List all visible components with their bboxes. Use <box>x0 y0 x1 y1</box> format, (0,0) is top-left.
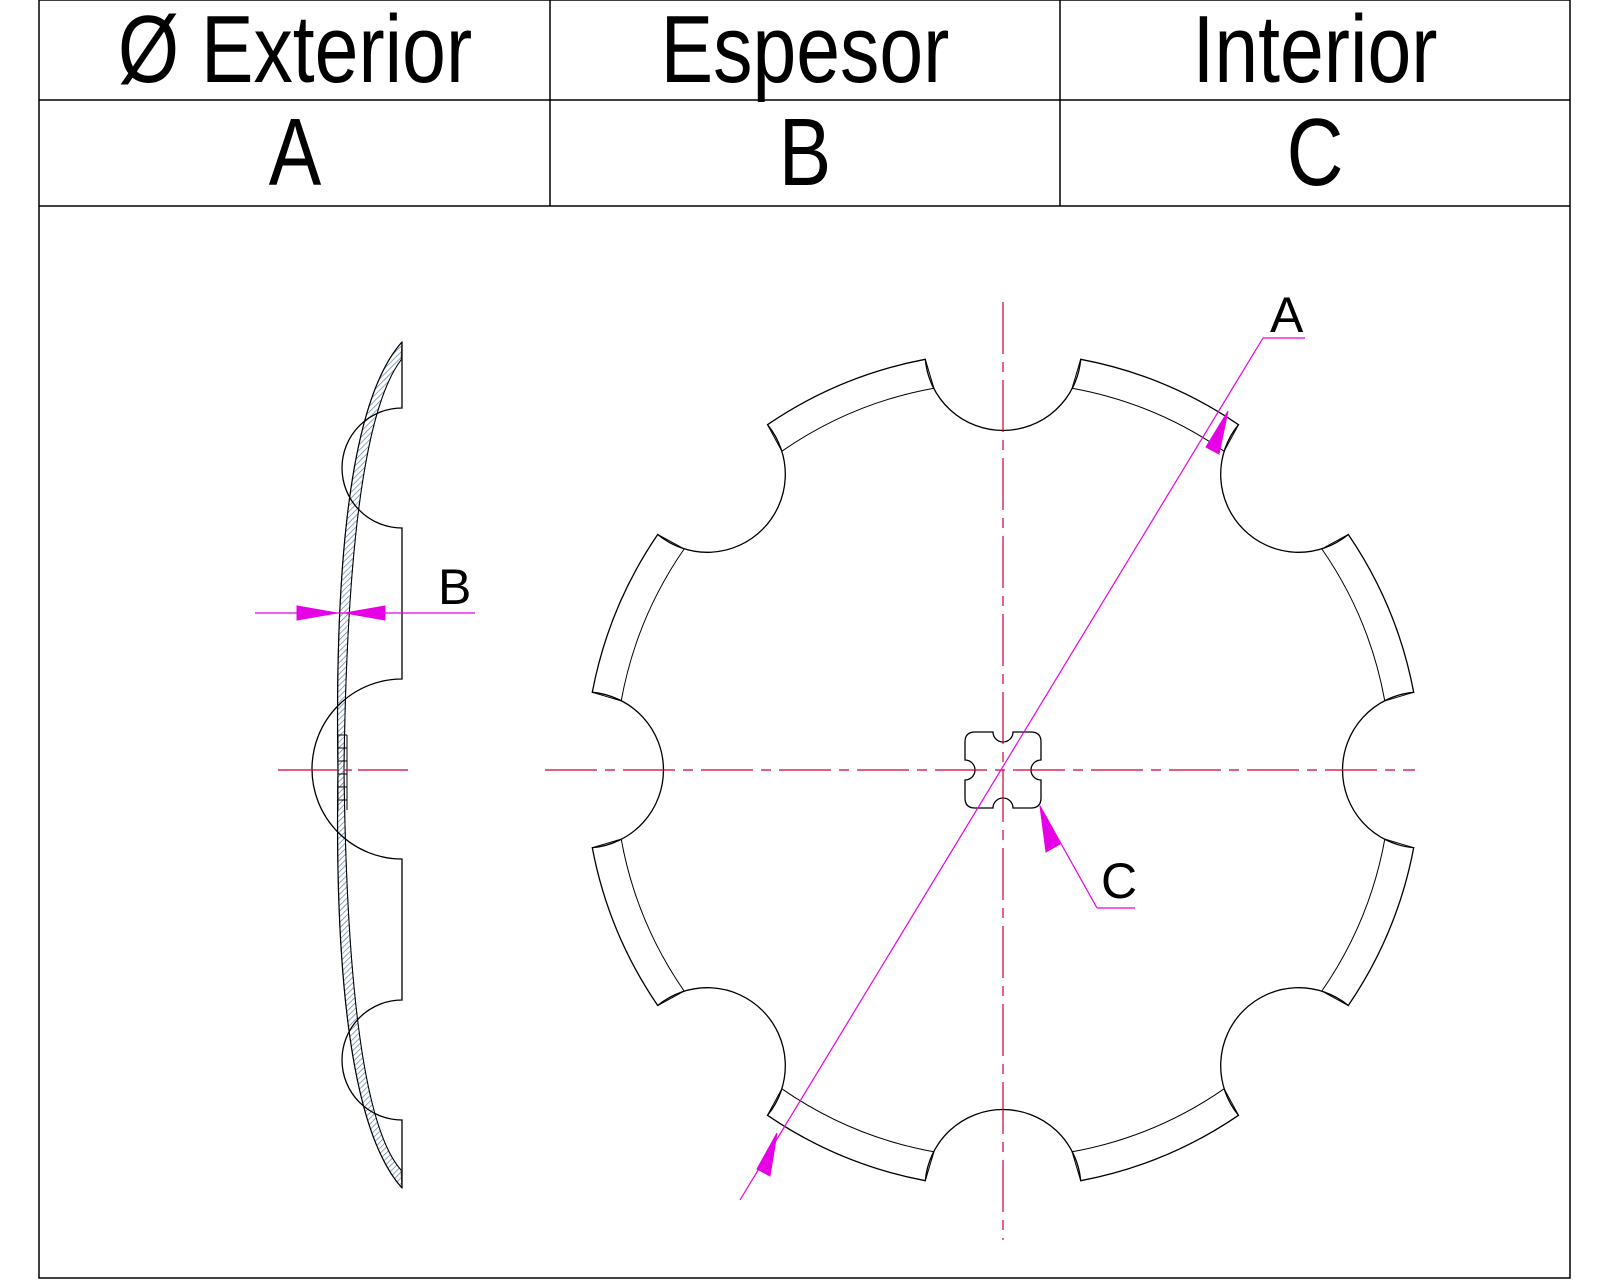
label-c: C <box>1101 853 1137 909</box>
bevel-arc <box>620 548 685 701</box>
bevel-tick <box>1321 534 1349 550</box>
bevel-arc <box>1072 1088 1225 1153</box>
header-interior: Interior <box>1192 0 1438 103</box>
bevel-tick <box>592 691 622 702</box>
thickness-dimension <box>255 605 475 621</box>
bevel-arc <box>1072 387 1225 452</box>
bevel-tick <box>1223 1088 1239 1116</box>
bevel-tick <box>657 534 685 550</box>
diameter-dimension <box>739 337 1305 1201</box>
bore-dimension <box>1039 805 1135 909</box>
bevel-tick <box>1384 691 1414 702</box>
bevel-arcs <box>592 359 1414 1181</box>
label-a: A <box>1270 287 1304 343</box>
title-table-frame <box>38 0 1571 1279</box>
hub-ticks <box>337 734 348 810</box>
bevel-tick <box>924 359 935 389</box>
front-view: A C <box>545 287 1415 1240</box>
bevel-tick <box>924 1151 935 1181</box>
header-thickness: Espesor <box>660 0 950 103</box>
bevel-arc <box>1321 548 1386 701</box>
bevel-arc <box>620 839 685 992</box>
bevel-arc <box>1321 839 1386 992</box>
label-b: B <box>438 559 471 615</box>
header-letter-c: C <box>1286 99 1344 206</box>
side-view-scalloped-edge <box>311 342 403 1188</box>
header-letter-b: B <box>778 99 832 206</box>
bevel-tick <box>592 838 622 849</box>
bevel-tick <box>1071 359 1082 389</box>
bevel-tick <box>1384 838 1414 849</box>
bevel-arc <box>781 387 934 452</box>
bevel-tick <box>767 424 783 452</box>
center-bore <box>964 731 1042 809</box>
bevel-tick <box>1321 990 1349 1006</box>
bevel-tick <box>1223 424 1239 452</box>
bevel-tick <box>657 990 685 1006</box>
bevel-tick <box>767 1088 783 1116</box>
header-outer-diameter: Ø Exterior <box>117 0 473 103</box>
side-view-section: B <box>255 340 475 1190</box>
header-letter-a: A <box>268 99 322 206</box>
bevel-arc <box>781 1088 934 1153</box>
bevel-tick <box>1071 1151 1082 1181</box>
